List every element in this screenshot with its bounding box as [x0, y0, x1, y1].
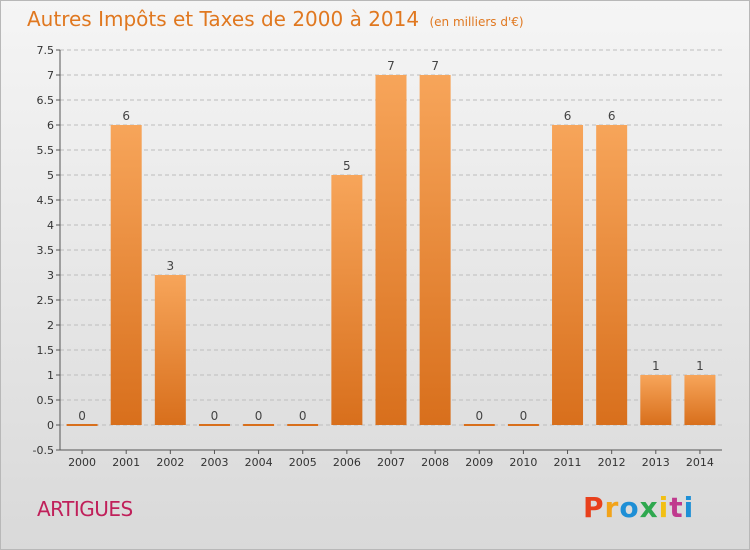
y-tick-label: 2	[47, 319, 54, 332]
y-tick-label: 6.5	[37, 94, 55, 107]
value-label: 0	[299, 409, 307, 423]
x-tick-label: 2005	[289, 456, 317, 469]
y-tick-label: -0.5	[33, 444, 54, 457]
x-tick-label: 2003	[200, 456, 228, 469]
value-label: 3	[167, 259, 175, 273]
chart-title-text: Autres Impôts et Taxes de 2000 à 2014	[27, 7, 420, 31]
bar	[552, 125, 584, 425]
y-tick-label: 7.5	[37, 44, 55, 57]
bar	[507, 424, 539, 426]
bar	[66, 424, 98, 426]
y-tick-label: 1	[47, 369, 54, 382]
value-label: 0	[255, 409, 263, 423]
bar	[198, 424, 230, 426]
x-tick-label: 2010	[509, 456, 537, 469]
city-name: ARTIGUES	[37, 497, 133, 521]
x-tick-label: 2007	[377, 456, 405, 469]
x-tick-label: 2012	[598, 456, 626, 469]
logo-letter: i	[658, 491, 670, 524]
value-label: 6	[564, 109, 572, 123]
logo-letter: r	[604, 491, 620, 524]
y-tick-label: 3	[47, 269, 54, 282]
bar	[287, 424, 319, 426]
logo-letter: o	[619, 491, 640, 524]
x-tick-label: 2014	[686, 456, 714, 469]
proxiti-logo: Proxiti	[583, 491, 694, 524]
bar	[463, 424, 495, 426]
value-label: 0	[78, 409, 86, 423]
y-tick-label: 3.5	[37, 244, 55, 257]
unit-note: (en milliers d'€)	[429, 15, 524, 29]
y-tick-label: 6	[47, 119, 54, 132]
x-tick-label: 2011	[554, 456, 582, 469]
logo-letter: x	[639, 491, 659, 524]
x-tick-label: 2008	[421, 456, 449, 469]
value-label: 6	[608, 109, 616, 123]
y-tick-label: 5.5	[37, 144, 55, 157]
logo-letter: P	[583, 491, 605, 524]
y-tick-label: 4	[47, 219, 54, 232]
x-tick-label: 2013	[642, 456, 670, 469]
bar	[419, 75, 451, 425]
value-label: 6	[122, 109, 130, 123]
value-label: 1	[696, 359, 704, 373]
bar	[243, 424, 275, 426]
x-tick-label: 2004	[245, 456, 273, 469]
value-label: 1	[652, 359, 660, 373]
bar	[596, 125, 628, 425]
value-label: 0	[520, 409, 528, 423]
value-label: 0	[211, 409, 219, 423]
bar	[331, 175, 363, 425]
x-tick-label: 2006	[333, 456, 361, 469]
y-tick-label: 2.5	[37, 294, 55, 307]
bar	[154, 275, 186, 425]
y-tick-label: 7	[47, 69, 54, 82]
x-tick-label: 2002	[156, 456, 184, 469]
value-label: 7	[431, 59, 439, 73]
y-tick-label: 4.5	[37, 194, 55, 207]
x-tick-label: 2009	[465, 456, 493, 469]
x-tick-label: 2000	[68, 456, 96, 469]
value-label: 5	[343, 159, 351, 173]
y-tick-label: 1.5	[37, 344, 55, 357]
y-tick-label: 0.5	[37, 394, 55, 407]
bar	[640, 375, 672, 425]
logo-letter: i	[683, 491, 695, 524]
y-tick-label: 0	[47, 419, 54, 432]
bar	[684, 375, 716, 425]
bar	[375, 75, 407, 425]
value-label: 0	[475, 409, 483, 423]
logo-letter: t	[669, 491, 684, 524]
bar	[110, 125, 142, 425]
chart-title: Autres Impôts et Taxes de 2000 à 2014 (e…	[27, 7, 524, 31]
y-tick-label: 5	[47, 169, 54, 182]
value-label: 7	[387, 59, 395, 73]
x-tick-label: 2001	[112, 456, 140, 469]
